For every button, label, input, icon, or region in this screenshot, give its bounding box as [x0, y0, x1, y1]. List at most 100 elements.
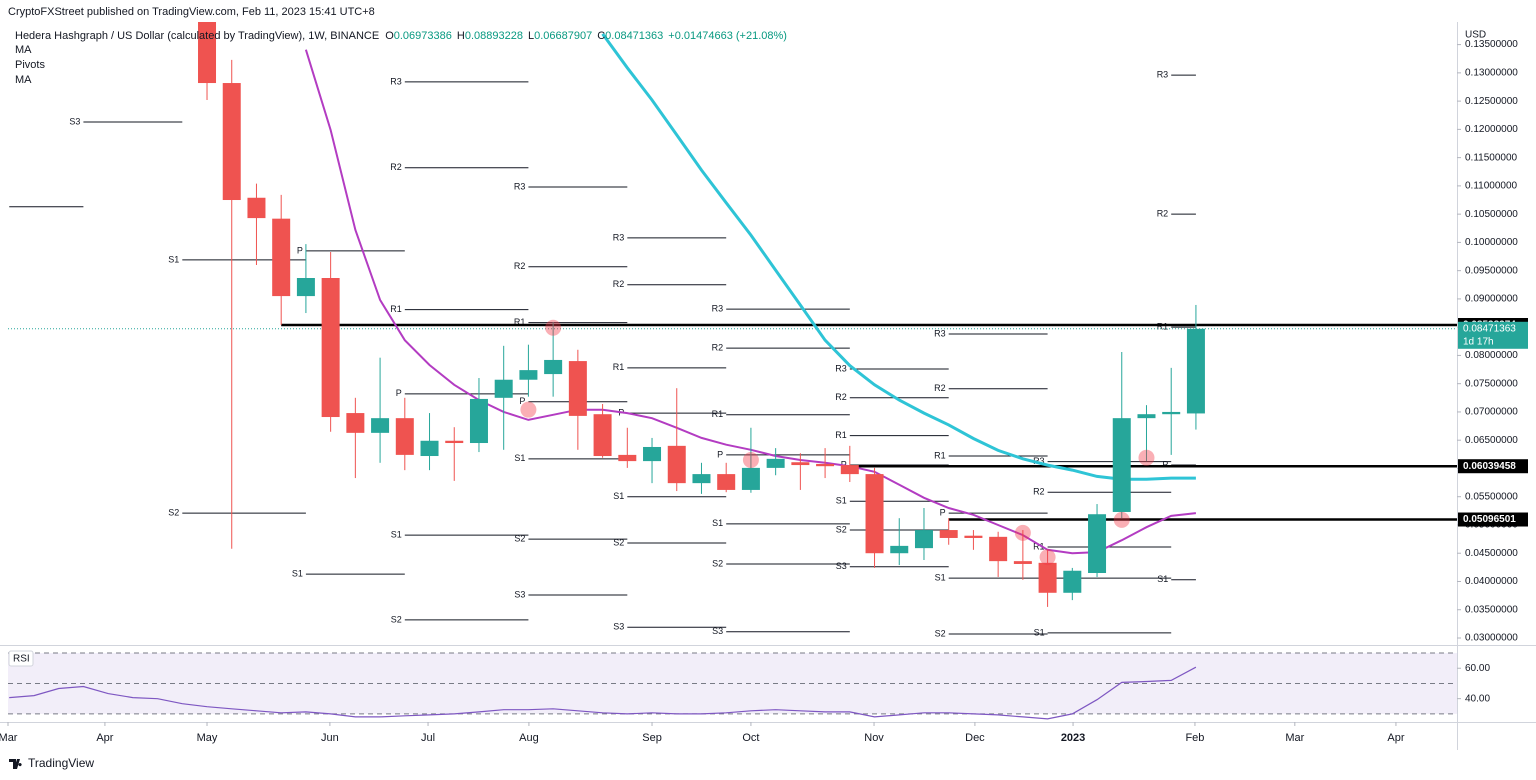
pivot-label: P	[297, 245, 303, 255]
x-tick-label: Aug	[519, 732, 539, 744]
candle-body	[717, 474, 736, 490]
y-tick-label: 0.03000000	[1465, 633, 1518, 644]
x-tick-label: Nov	[864, 732, 884, 744]
pivot-label: S3	[712, 626, 723, 636]
x-tick-label: Jul	[421, 732, 435, 744]
pivot-label: S3	[514, 589, 525, 599]
candle-body	[371, 418, 390, 433]
y-tick-label: 0.13000000	[1465, 68, 1518, 79]
candle-body	[989, 536, 1008, 562]
x-tick-label: Jun	[321, 732, 339, 744]
y-tick-label: 0.07500000	[1465, 378, 1518, 389]
level-label: 0.05096501	[1463, 514, 1516, 525]
candle-body	[494, 379, 513, 398]
footer-brand: TradingView	[28, 756, 94, 770]
signal-marker	[1014, 524, 1031, 541]
y-tick-label: 0.11500000	[1465, 152, 1518, 163]
pivot-label: S2	[613, 537, 624, 547]
pivot-label: R2	[1157, 209, 1169, 219]
x-tick-label: Mar	[1285, 732, 1304, 744]
candle-body	[667, 445, 686, 484]
candle-body	[568, 361, 587, 416]
pivot-label: S2	[514, 533, 525, 543]
y-tick-label: 0.07000000	[1465, 407, 1518, 418]
indicator-legend[interactable]: Pivots	[15, 59, 45, 71]
candle-body	[1186, 328, 1205, 414]
rsi-pane	[8, 652, 1457, 720]
pivot-label: R2	[835, 392, 847, 402]
candle-body	[247, 197, 266, 219]
pivot-label: R3	[613, 232, 625, 242]
pivot-label: P	[1162, 459, 1168, 469]
x-tick-label: Dec	[965, 732, 985, 744]
moving-average	[601, 33, 1196, 481]
logo-icon	[9, 759, 22, 769]
tradingview-logo: TradingView	[9, 756, 94, 770]
pivot-label: S2	[935, 628, 946, 638]
signal-marker	[1138, 449, 1155, 466]
pivot-label: S1	[292, 569, 303, 579]
signal-marker	[1039, 549, 1056, 566]
candle-body	[1162, 411, 1181, 415]
indicator-legend[interactable]: MA	[15, 74, 32, 86]
x-tick-label: May	[197, 732, 218, 744]
y-tick-label: 0.12500000	[1465, 96, 1518, 107]
pivot-label: S1	[1034, 627, 1045, 637]
pivot-label: R1	[712, 409, 724, 419]
last-price-label: 0.08471363	[1463, 323, 1516, 334]
pivot-label: S3	[69, 116, 80, 126]
candle-body	[296, 278, 315, 297]
y-tick-label: 60.00	[1465, 663, 1490, 674]
level-label: 0.06039458	[1463, 461, 1516, 472]
publisher: CryptoFXStreet published on TradingView.…	[8, 6, 375, 18]
price-pane: S3 S1 S2 P S1 R3 R2 R1 P S1 S2 R3 R2 R1 P S1 S2 S3 R3 R2 R1 P…	[8, 22, 1457, 638]
candle-body	[272, 218, 291, 297]
currency-label: USD	[1465, 30, 1486, 41]
x-tick-label: Feb	[1185, 732, 1204, 744]
pivot-label: R2	[1033, 487, 1045, 497]
symbol-line: Hedera Hashgraph / US Dollar (calculated…	[15, 30, 787, 42]
signal-marker	[545, 319, 562, 336]
pivot-label: R1	[835, 430, 847, 440]
signal-marker	[520, 401, 537, 418]
pivot-label: R3	[1033, 456, 1045, 466]
candle-body	[198, 22, 217, 84]
pivot-label: P	[940, 507, 946, 517]
candle-body	[1088, 514, 1107, 574]
candle-body	[469, 398, 488, 444]
pivot-label: R1	[514, 317, 526, 327]
indicator-legend[interactable]: MA	[15, 44, 32, 56]
pivot-label: R1	[613, 362, 625, 372]
pivot-label: S2	[168, 507, 179, 517]
candle-body	[445, 440, 464, 444]
candle-body	[816, 463, 835, 467]
x-tick-label: Apr	[96, 732, 113, 744]
pivot-label: S1	[1157, 574, 1168, 584]
level-box	[1458, 459, 1528, 474]
y-tick-label: 0.13500000	[1465, 39, 1518, 50]
level-box	[1458, 512, 1528, 527]
countdown-label: 1d 17h	[1463, 336, 1494, 347]
y-tick-label: 0.10500000	[1465, 209, 1518, 220]
candle-body	[741, 467, 760, 490]
pivot-label: S1	[712, 518, 723, 528]
y-tick-label: 0.09000000	[1465, 294, 1518, 305]
x-tick-label: 2023	[1061, 732, 1085, 744]
candle-body	[544, 359, 563, 375]
pivot-label: R1	[1033, 541, 1045, 551]
candle-body	[964, 535, 983, 538]
x-tick-label: Mar	[0, 732, 18, 744]
y-tick-label: 0.06500000	[1465, 435, 1518, 446]
pivot-label: P	[396, 388, 402, 398]
y-tick-label: 0.11000000	[1465, 181, 1518, 192]
y-tick-label: 0.09500000	[1465, 265, 1518, 276]
y-tick-label: 0.12000000	[1465, 124, 1518, 135]
pivot-label: R1	[390, 304, 402, 314]
pivot-label: R3	[934, 328, 946, 338]
pivot-label: S2	[391, 614, 402, 624]
rsi-line	[9, 666, 1197, 720]
candle-body	[865, 474, 884, 554]
signal-marker	[1113, 511, 1130, 528]
